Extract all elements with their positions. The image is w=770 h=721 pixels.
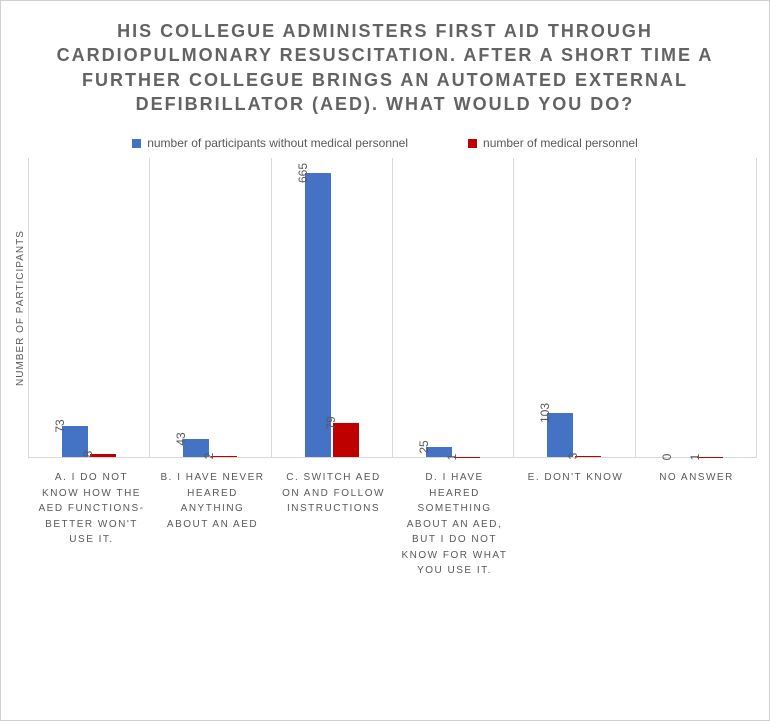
legend-item-series-1: number of medical personnel bbox=[468, 136, 638, 150]
x-axis-category-label: C. SWITCH AED ON AND FOLLOW INSTRUCTIONS bbox=[273, 458, 394, 579]
legend-label-1: number of medical personnel bbox=[483, 136, 638, 150]
x-axis-category-label: D. I HAVE HEARED SOMETHING ABOUT AN AED,… bbox=[394, 458, 515, 579]
bar-series-0: 103 bbox=[547, 413, 573, 457]
chart-container: HIS COLLEGUE ADMINISTERS FIRST AID THROU… bbox=[0, 0, 770, 721]
bar-group: 66579 bbox=[271, 158, 392, 458]
bar-value-label: 3 bbox=[566, 453, 584, 460]
bar-series-1: 8 bbox=[90, 454, 116, 457]
bar-value-label: 8 bbox=[81, 450, 99, 457]
bar-series-0: 665 bbox=[305, 173, 331, 457]
legend-item-series-0: number of participants without medical p… bbox=[132, 136, 408, 150]
bar-series-1: 3 bbox=[575, 456, 601, 457]
legend: number of participants without medical p… bbox=[13, 136, 757, 150]
x-axis-category-label: B. I HAVE NEVER HEARED ANYTHING ABOUT AN… bbox=[152, 458, 273, 579]
x-axis-category-label: NO ANSWER bbox=[636, 458, 757, 579]
bar-group: 1033 bbox=[513, 158, 634, 458]
chart-title: HIS COLLEGUE ADMINISTERS FIRST AID THROU… bbox=[13, 19, 757, 116]
legend-swatch-1 bbox=[468, 139, 477, 148]
legend-label-0: number of participants without medical p… bbox=[147, 136, 408, 150]
bar-group: 25 1 bbox=[392, 158, 513, 458]
bar-value-label: 665 bbox=[296, 163, 314, 183]
bar-value-label: 73 bbox=[53, 419, 71, 432]
bar-group: 43 2 bbox=[149, 158, 270, 458]
bar-value-label: 2 bbox=[202, 453, 220, 460]
x-axis-category-label: A. I DO NOT KNOW HOW THE AED FUNCTIONS- … bbox=[31, 458, 152, 579]
bar-value-label: 1 bbox=[445, 453, 463, 460]
bar-value-label: 79 bbox=[324, 417, 342, 430]
bar-series-1: 79 bbox=[333, 423, 359, 457]
y-axis-title: NUMBER OF PARTICIPANTS bbox=[13, 158, 28, 458]
x-axis-labels: A. I DO NOT KNOW HOW THE AED FUNCTIONS- … bbox=[31, 458, 757, 579]
bar-value-label: 103 bbox=[538, 403, 556, 423]
x-axis-category-label: E. DON'T KNOW bbox=[515, 458, 636, 579]
bar-group: 73 8 bbox=[28, 158, 149, 458]
bar-group: 01 bbox=[635, 158, 757, 458]
bar-value-label: 43 bbox=[174, 432, 192, 445]
bar-value-label: 25 bbox=[417, 440, 435, 453]
bar-value-label: 0 bbox=[660, 454, 678, 461]
legend-swatch-0 bbox=[132, 139, 141, 148]
bar-value-label: 1 bbox=[688, 453, 706, 460]
plot-area: 73843266579251103301 bbox=[28, 158, 757, 458]
bar-series-1: 2 bbox=[211, 456, 237, 457]
plot-row: NUMBER OF PARTICIPANTS 73843266579251103… bbox=[13, 158, 757, 458]
